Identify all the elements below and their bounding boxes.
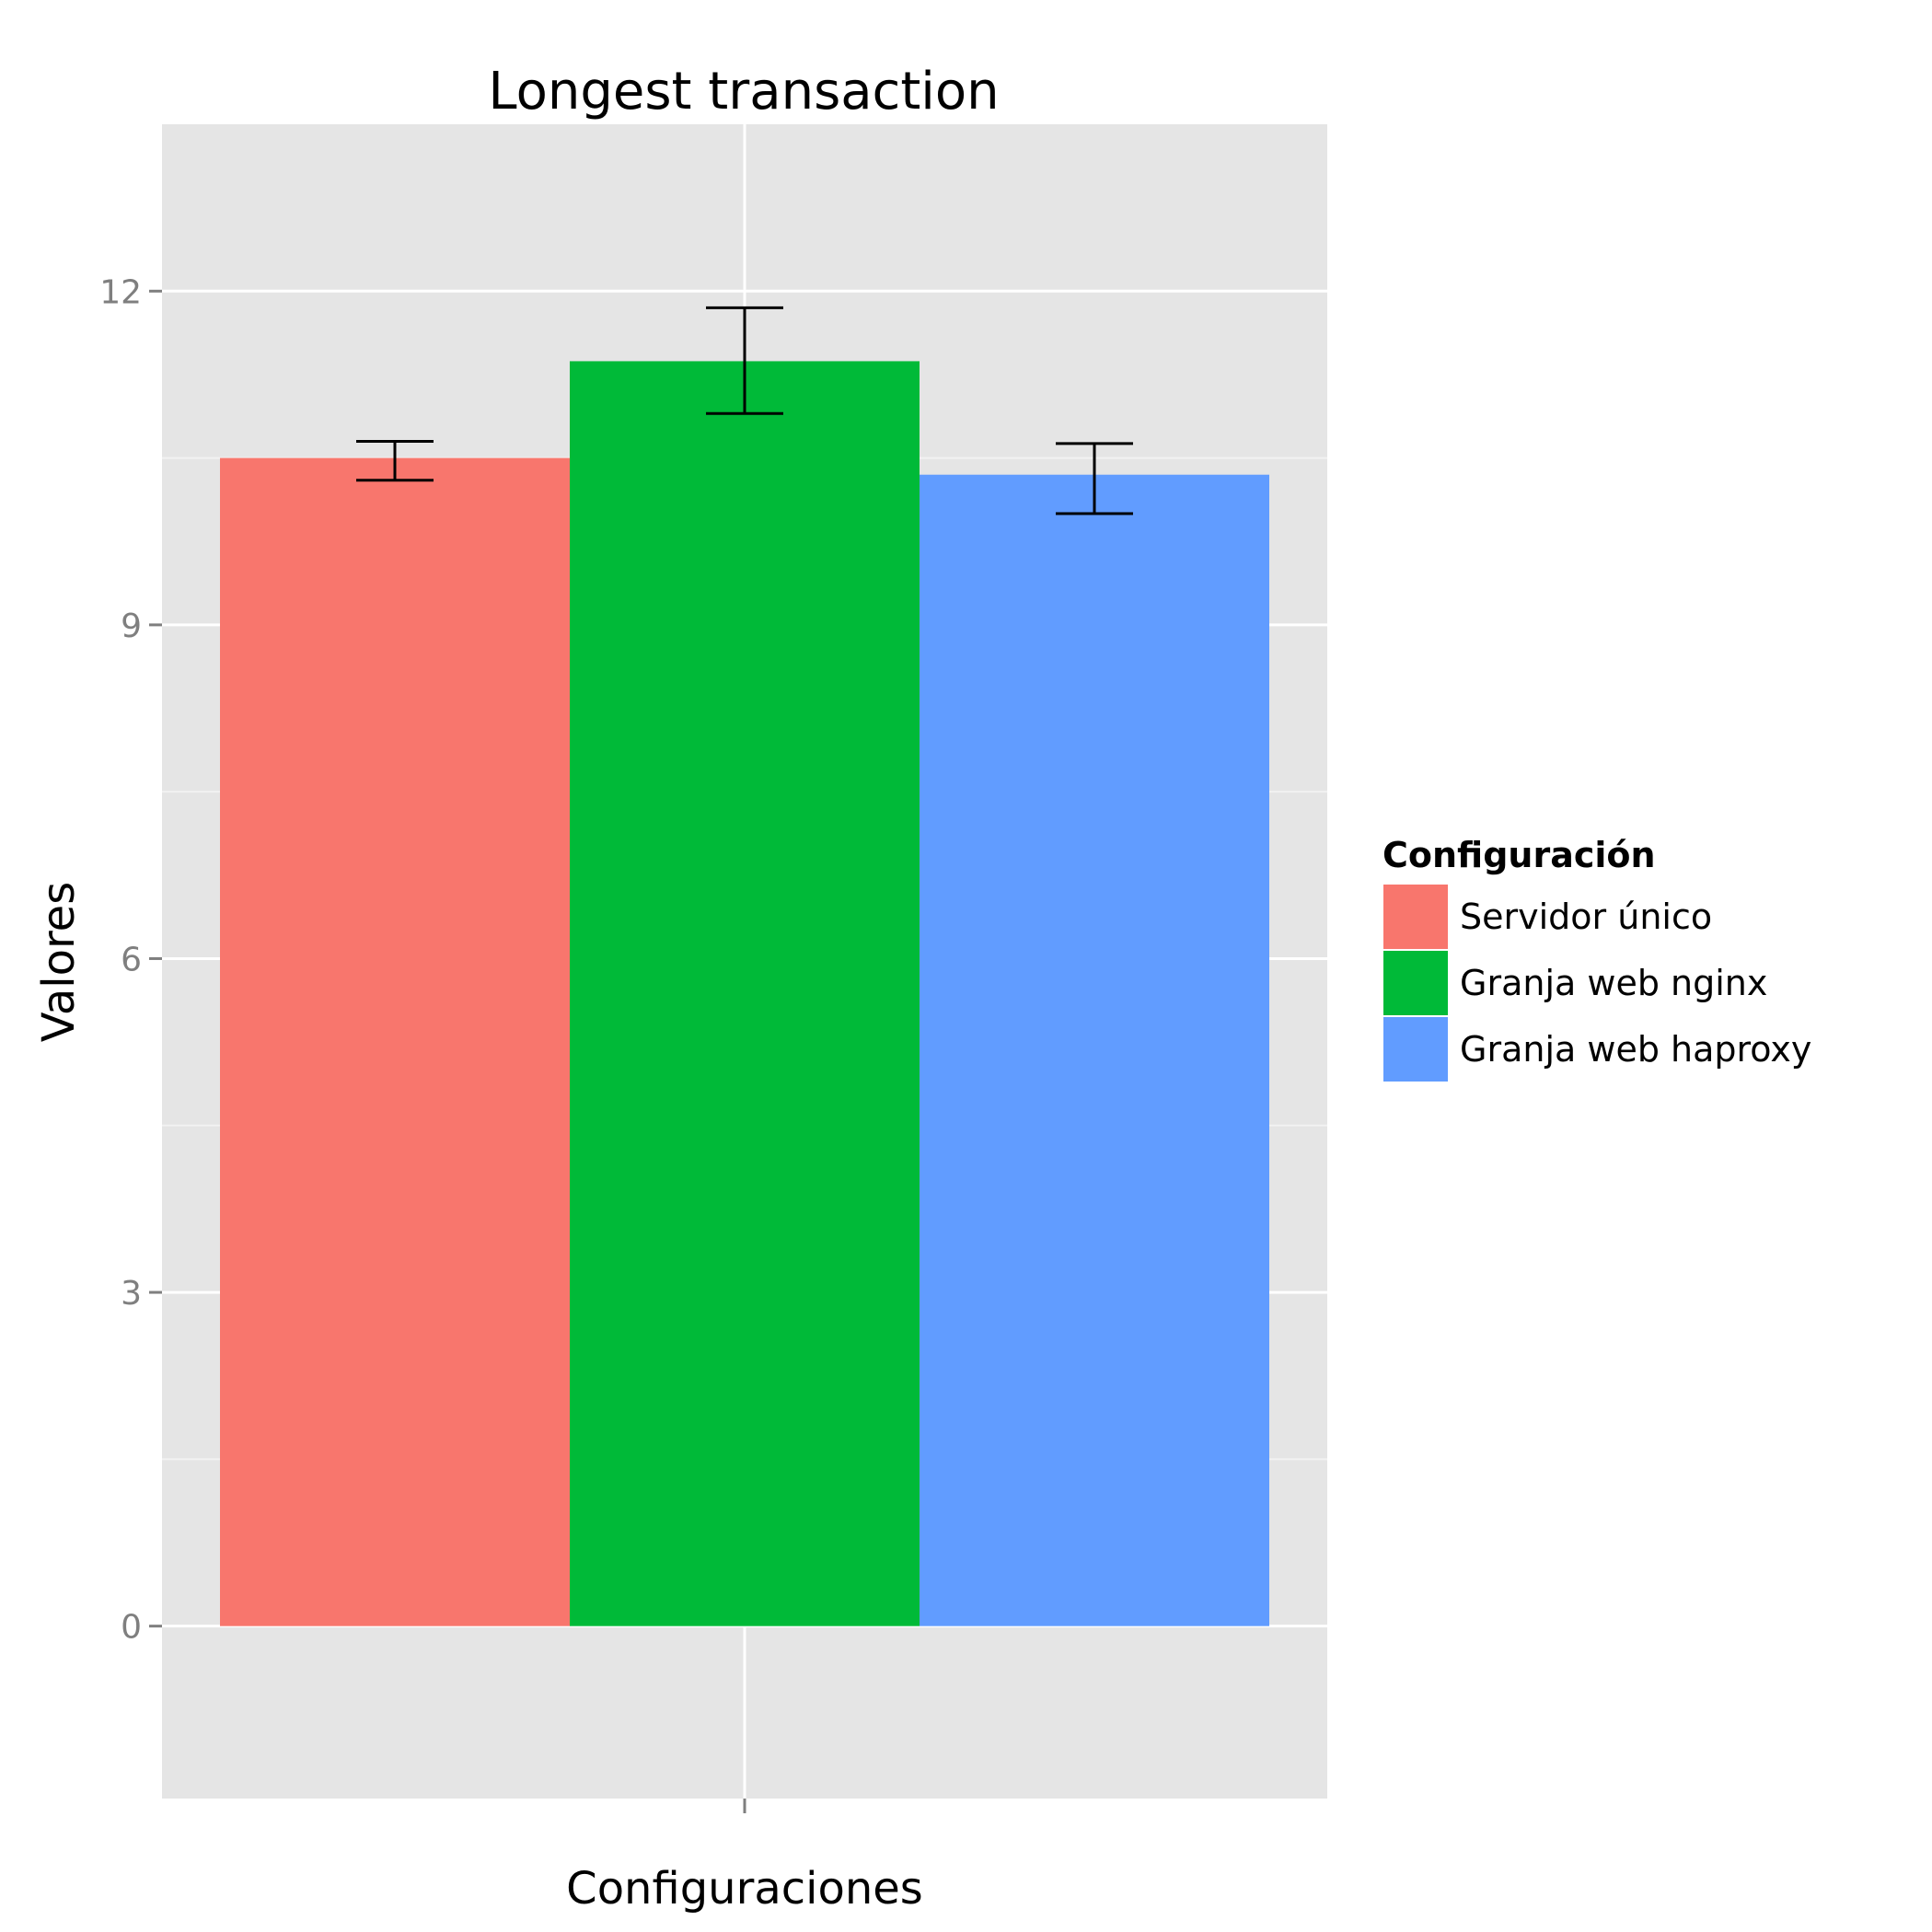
legend-items: Servidor único Granja web nginx Granja web…	[1382, 883, 1811, 1083]
legend-key	[1382, 1015, 1450, 1083]
legend-title: Configuración	[1382, 835, 1656, 875]
legend-label: Granja web nginx	[1460, 963, 1767, 1003]
y-tick-label: 0	[121, 1609, 142, 1647]
bars-group	[220, 361, 1269, 1626]
legend-key	[1382, 883, 1450, 951]
legend-item-0: Servidor único	[1382, 883, 1712, 951]
error-bar-1	[706, 306, 783, 415]
legend: Configuración Servidor único Granja web n…	[1382, 835, 1811, 1083]
legend-label: Servidor único	[1460, 897, 1712, 937]
legend-key	[1382, 949, 1450, 1017]
legend-label: Granja web haproxy	[1460, 1029, 1811, 1070]
error-bar-0	[356, 439, 434, 482]
x-axis-title: Configuraciones	[566, 1863, 923, 1915]
legend-item-2: Granja web haproxy	[1382, 1015, 1811, 1083]
bar-2	[920, 474, 1269, 1626]
legend-item-1: Granja web nginx	[1382, 949, 1767, 1017]
y-tick-label: 12	[99, 273, 142, 311]
chart-title: Longest transaction	[488, 62, 999, 121]
y-tick-label: 6	[121, 941, 142, 978]
error-bars-group	[356, 306, 1133, 515]
bar-0	[220, 457, 570, 1626]
bar-1	[570, 361, 920, 1626]
error-bar-2	[1056, 442, 1133, 515]
y-tick-label: 3	[121, 1275, 142, 1313]
y-axis-title: Valores	[33, 882, 85, 1042]
y-tick-label: 9	[121, 607, 142, 645]
y-axis: 0 3 6 9 12	[99, 273, 162, 1647]
